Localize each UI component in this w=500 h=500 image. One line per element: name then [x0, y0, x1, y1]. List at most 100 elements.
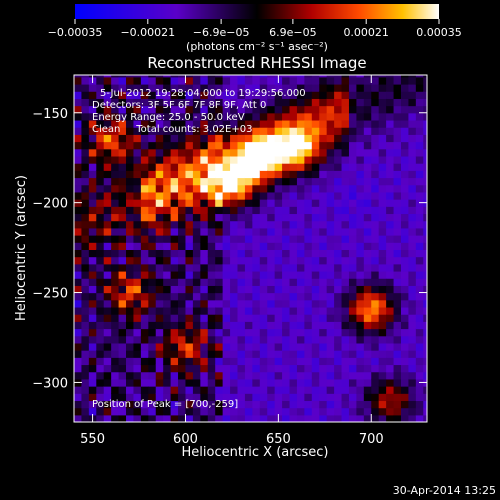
heatmap-cell [192, 170, 201, 179]
heatmap-cell [222, 206, 231, 215]
heatmap-cell [133, 249, 142, 258]
heatmap-cell [126, 235, 135, 243]
heatmap-cell [348, 306, 357, 315]
heatmap-cell [133, 386, 142, 394]
heatmap-cell [96, 105, 105, 114]
heatmap-cell [133, 400, 142, 409]
heatmap-cell [311, 386, 320, 394]
annotation-detectors: Detectors: 3F 5F 6F 7F 8F 9F, Att 0 [92, 100, 266, 111]
heatmap-cell [103, 278, 112, 286]
heatmap-cell [215, 170, 224, 179]
heatmap-cell [178, 199, 187, 207]
heatmap-cell [155, 393, 164, 402]
heatmap-cell [415, 342, 424, 351]
heatmap-cell [96, 170, 105, 179]
heatmap-cell [386, 350, 395, 358]
heatmap-cell [148, 270, 157, 279]
heatmap-cell [200, 342, 209, 351]
heatmap-cell [319, 357, 328, 366]
heatmap-cell [140, 263, 149, 272]
heatmap-cell [192, 357, 201, 366]
heatmap-cell [371, 364, 380, 373]
heatmap-cell [118, 163, 127, 171]
heatmap-cell [289, 386, 298, 394]
heatmap-cell [378, 242, 387, 250]
heatmap-cell [88, 155, 97, 164]
heatmap-cell [267, 91, 276, 99]
heatmap-cell [348, 357, 357, 366]
heatmap-cell [155, 191, 164, 200]
heatmap-cell [423, 270, 427, 279]
heatmap-cell [371, 306, 380, 315]
heatmap-cell [185, 141, 194, 150]
heatmap-cell [148, 386, 157, 394]
heatmap-cell [274, 199, 283, 207]
heatmap-cell [118, 314, 127, 322]
heatmap-cell [296, 270, 305, 279]
heatmap-cell [259, 76, 268, 85]
heatmap-cell [207, 278, 216, 286]
heatmap-cell [415, 299, 424, 308]
heatmap-cell [259, 328, 268, 337]
heatmap-cell [341, 141, 350, 150]
heatmap-cell [103, 342, 112, 351]
heatmap-cell [230, 292, 239, 301]
heatmap-cell [252, 227, 261, 236]
heatmap-cell [192, 371, 201, 380]
heatmap-cell [88, 184, 97, 193]
heatmap-cell [252, 163, 261, 171]
heatmap-cell [341, 177, 350, 186]
heatmap-cell [408, 285, 417, 294]
heatmap-cell [274, 335, 283, 344]
heatmap-cell [282, 328, 291, 337]
heatmap-cell [304, 76, 313, 85]
heatmap-cell [334, 278, 343, 286]
heatmap-cell [185, 328, 194, 337]
heatmap-cell [81, 155, 90, 164]
heatmap-cell [326, 213, 335, 222]
heatmap-cell [289, 112, 298, 121]
heatmap-cell [326, 386, 335, 394]
heatmap-cell [192, 134, 201, 143]
heatmap-cell [103, 105, 112, 114]
heatmap-cell [408, 299, 417, 308]
heatmap-cell [118, 191, 127, 200]
heatmap-cell [185, 242, 194, 250]
heatmap-cell [348, 184, 357, 193]
heatmap-cell [371, 127, 380, 135]
heatmap-cell [140, 292, 149, 301]
heatmap-cell [111, 378, 120, 387]
heatmap-cell [126, 75, 135, 78]
heatmap-cell [348, 321, 357, 330]
heatmap-cell [393, 213, 402, 222]
annotation-time-range: 5-Jul-2012 19:28:04.000 to 19:29:56.000 [100, 88, 306, 99]
heatmap-cell [148, 263, 157, 272]
heatmap-cell [103, 371, 112, 380]
heatmap-cell [178, 335, 187, 344]
heatmap-cell [96, 263, 105, 272]
heatmap-cell [274, 285, 283, 294]
heatmap-cell [415, 83, 424, 92]
heatmap-cell [378, 141, 387, 150]
heatmap-cell [96, 83, 105, 92]
heatmap-cell [237, 335, 246, 344]
heatmap-cell [296, 227, 305, 236]
heatmap-cell [88, 342, 97, 351]
heatmap-cell [348, 263, 357, 272]
heatmap-cell [423, 75, 427, 78]
heatmap-cell [96, 270, 105, 279]
heatmap-cell [88, 270, 97, 279]
heatmap-cell [244, 91, 253, 99]
heatmap-cell [400, 213, 410, 222]
heatmap-cell [222, 163, 231, 171]
heatmap-cell [423, 127, 427, 135]
heatmap-cell [356, 299, 365, 308]
heatmap-cell [81, 119, 90, 128]
heatmap-cell [88, 163, 97, 171]
heatmap-cell [386, 407, 395, 416]
heatmap-cell [88, 235, 97, 243]
heatmap-cell [185, 91, 194, 99]
heatmap-cell [282, 378, 291, 387]
heatmap-cell [111, 292, 120, 301]
heatmap-cell [185, 350, 194, 358]
